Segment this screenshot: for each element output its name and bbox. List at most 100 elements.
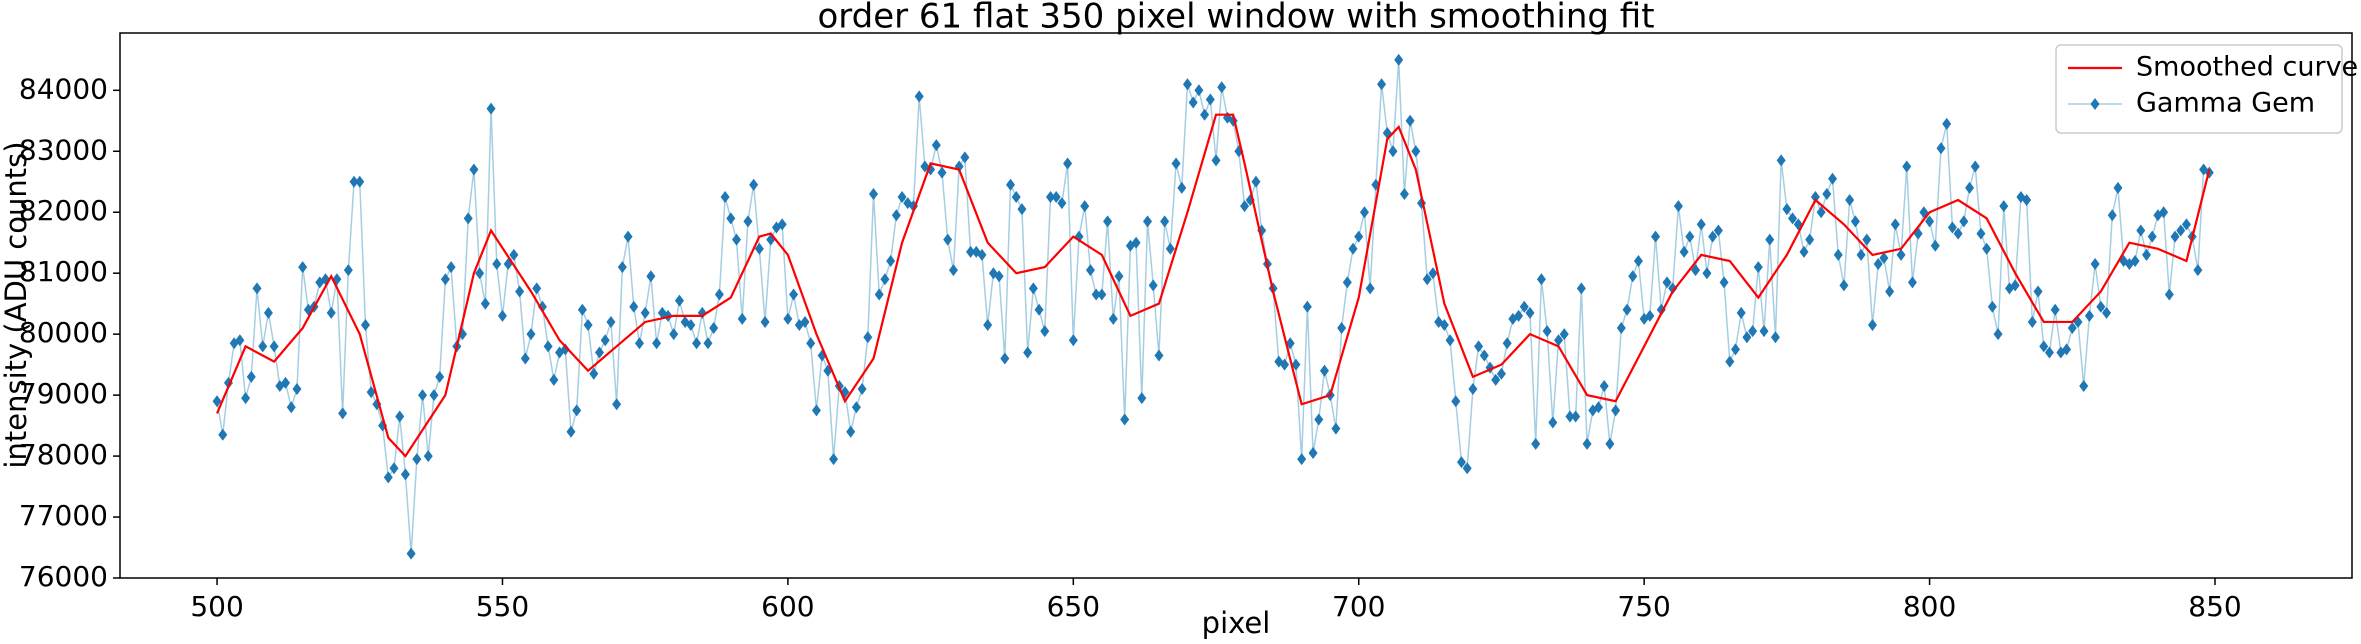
data-point [1593,401,1603,414]
data-point [2136,224,2146,237]
data-point [2067,322,2077,335]
data-point [497,309,507,322]
data-point [1611,404,1621,417]
data-point [1822,187,1832,200]
data-point [1405,114,1415,127]
data-point [1103,215,1113,228]
data-point [1182,78,1192,91]
data-point [1816,206,1826,219]
data-point [292,383,302,396]
data-point [281,376,291,389]
x-tick-label: 550 [476,590,529,623]
data-point [1137,392,1147,405]
data-point [1713,224,1723,237]
data-point [526,328,536,341]
data-point [589,367,599,380]
data-point [1993,328,2003,341]
data-point [1428,267,1438,280]
data-point [1850,215,1860,228]
data-point [400,468,410,481]
data-point [1034,303,1044,316]
data-point [960,151,970,164]
data-point [423,450,433,463]
data-point [1108,312,1118,325]
data-point [2022,194,2032,207]
data-point [1028,282,1038,295]
data-point [874,288,884,301]
data-point [2050,303,2060,316]
data-point [669,328,679,341]
data-point [1828,172,1838,185]
data-point [492,258,502,271]
data-point [749,178,759,191]
data-point [1987,300,1997,313]
data-point [2096,300,2106,313]
data-point [1930,239,1940,252]
data-point [1479,349,1489,362]
data-point [1633,254,1643,267]
data-point [1942,117,1952,130]
data-point [1548,416,1558,429]
data-point [2062,343,2072,356]
data-point [1148,279,1158,292]
data-point [994,270,1004,283]
legend: Smoothed curve Gamma Gem [2055,44,2358,134]
data-point [1873,258,1883,271]
data-point [1519,300,1529,313]
data-point [1559,328,1569,341]
data-point [469,163,479,176]
data-point [1953,227,1963,240]
data-point [1342,276,1352,289]
data-point [2107,209,2117,222]
data-point [532,282,542,295]
data-point [880,273,890,286]
data-point [1165,242,1175,255]
series-line [216,59,2210,554]
data-point [2079,379,2089,392]
data-point [258,340,268,353]
data-point [446,261,456,274]
data-point [1616,322,1626,335]
data-point [263,306,273,319]
data-point [703,337,713,350]
data-point [692,337,702,350]
data-point [1394,53,1404,66]
data-point [720,190,730,203]
data-point [2027,315,2037,328]
data-point [1925,215,1935,228]
data-point [760,315,770,328]
data-point [241,392,251,405]
legend-marker [2090,98,2100,110]
data-point [1240,200,1250,213]
data-point [869,187,879,200]
data-point [1474,340,1484,353]
data-point [1708,230,1718,243]
data-point [1582,437,1592,450]
data-point [646,270,656,283]
data-point [612,398,622,411]
data-point [1091,288,1101,301]
data-point [1622,303,1632,316]
data-point [2033,285,2043,298]
data-point [1040,325,1050,338]
data-point [2164,288,2174,301]
data-point [1554,334,1564,347]
data-point [2176,224,2186,237]
data-point [1982,242,1992,255]
data-point [777,218,787,231]
data-point [1651,230,1661,243]
data-point [1045,190,1055,203]
data-point [2130,254,2140,267]
data-point [1023,346,1033,359]
data-point [252,282,262,295]
data-point [1217,81,1227,94]
data-point [1776,154,1786,167]
data-point [1742,331,1752,344]
data-point [1297,453,1307,466]
data-point [1205,93,1215,106]
data-point [737,312,747,325]
data-point [1399,187,1409,200]
data-point [2141,248,2151,261]
data-point [1456,456,1466,469]
